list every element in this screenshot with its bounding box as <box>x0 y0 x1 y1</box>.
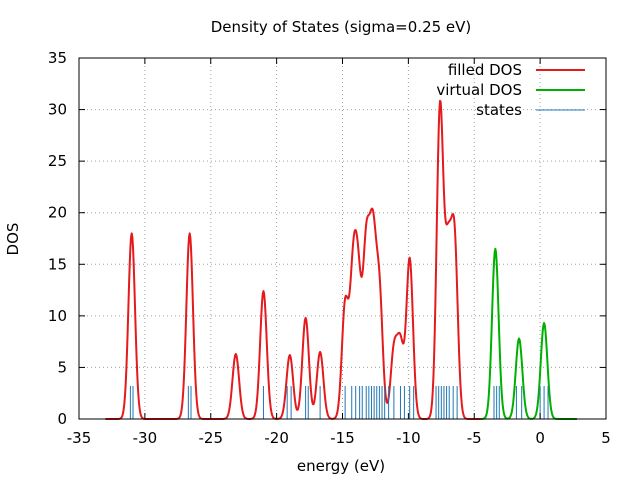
x-tick-label: -30 <box>133 429 158 447</box>
y-tick-label: 25 <box>48 152 67 170</box>
y-tick-label: 35 <box>48 49 67 67</box>
virtual-dos-line <box>480 247 578 420</box>
y-tick-label: 20 <box>48 204 67 222</box>
x-tick-label: 5 <box>601 429 611 447</box>
legend: filled DOS virtual DOS states <box>436 61 585 119</box>
y-tick-label: 5 <box>57 358 67 376</box>
grid <box>79 58 606 419</box>
x-tick-label: -10 <box>396 429 421 447</box>
y-tick-label: 15 <box>48 255 67 273</box>
x-tick-label: -25 <box>199 429 224 447</box>
x-axis-title: energy (eV) <box>297 457 385 475</box>
x-tick-label: -5 <box>467 429 482 447</box>
y-tick-label: 30 <box>48 101 67 119</box>
x-tick-label: -15 <box>330 429 355 447</box>
y-tick-label: 0 <box>57 410 67 428</box>
filled-dos-line <box>105 99 482 420</box>
legend-label: virtual DOS <box>436 81 522 99</box>
axis-ticks: -35 -30 -25 -20 -15 -10 -5 0 5 0 5 10 15 20 25 30 35 <box>48 49 611 447</box>
legend-label: states <box>476 101 522 119</box>
x-tick-label: -35 <box>67 429 92 447</box>
chart-title: Density of States (sigma=0.25 eV) <box>211 18 472 36</box>
x-tick-label: -20 <box>264 429 289 447</box>
y-tick-label: 10 <box>48 307 67 325</box>
plot-area <box>105 99 578 420</box>
x-tick-label: 0 <box>535 429 545 447</box>
y-axis-title: DOS <box>4 223 22 256</box>
legend-label: filled DOS <box>448 61 522 79</box>
